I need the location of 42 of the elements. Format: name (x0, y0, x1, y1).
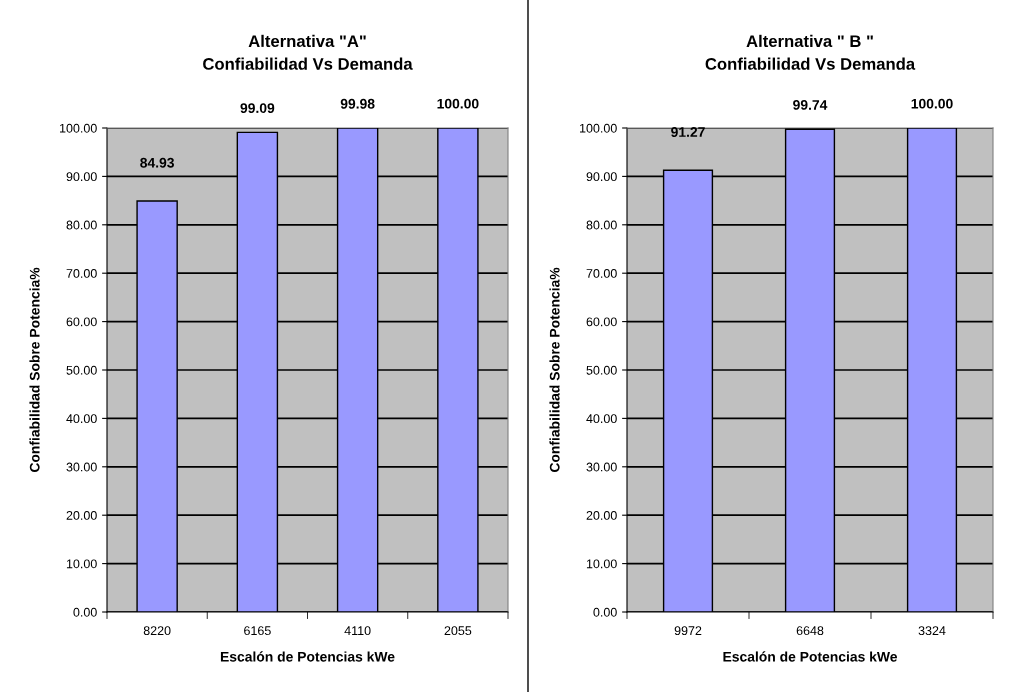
data-label: 84.93 (140, 157, 174, 168)
x-tick-label: 8220 (143, 626, 171, 636)
y-tick-label: 90.00 (66, 172, 97, 182)
y-tick-label: 60.00 (66, 317, 97, 327)
y-tick-label: 10.00 (586, 559, 617, 569)
y-tick-label: 80.00 (586, 220, 617, 230)
y-tick-label: 40.00 (66, 414, 97, 424)
x-tick-label: 3324 (918, 626, 946, 636)
y-tick-label: 0.00 (593, 607, 617, 617)
y-tick-label: 10.00 (66, 559, 97, 569)
y-tick-label: 20.00 (586, 511, 617, 520)
y-tick-label: 50.00 (586, 365, 617, 375)
y-tick-label: 90.00 (586, 172, 617, 182)
x-tick-label: 6165 (244, 626, 271, 636)
y-tick-label: 100.00 (580, 123, 617, 133)
data-label: 100.00 (911, 98, 953, 109)
chart-title: Alternativa " B " Confiabilidad Vs Demanda (705, 34, 916, 70)
y-tick-label: 80.00 (66, 220, 97, 230)
y-tick-label: 30.00 (66, 462, 97, 472)
y-tick-label: 100.00 (60, 123, 97, 133)
data-label: 100.00 (437, 98, 479, 109)
x-tick-label: 6648 (796, 626, 824, 636)
y-tick-label: 20.00 (66, 511, 97, 520)
y-tick-label: 40.00 (586, 414, 617, 424)
x-axis-title: Escalón de Potencias kWe (723, 651, 898, 662)
x-axis-title: Escalón de Potencias kWe (220, 651, 395, 662)
x-tick-label: 4110 (344, 626, 371, 636)
data-label: 91.27 (671, 127, 705, 137)
y-tick-label: 60.00 (586, 317, 617, 327)
y-axis-title: Confiabilidad Sobre Potencia% (549, 267, 560, 473)
data-label: 99.09 (240, 103, 275, 113)
y-tick-label: 50.00 (66, 365, 97, 375)
y-tick-label: 30.00 (586, 462, 617, 472)
chart-title: Alternativa "A" Confiabilidad Vs Demanda (203, 34, 413, 70)
x-tick-label: 2055 (444, 626, 472, 636)
data-label: 99.98 (340, 98, 375, 109)
data-label: 99.74 (793, 100, 828, 110)
y-tick-label: 70.00 (66, 269, 97, 278)
x-tick-label: 9972 (674, 626, 702, 636)
y-axis-title: Confiabilidad Sobre Potencia% (29, 267, 40, 473)
y-tick-label: 0.00 (73, 607, 97, 617)
y-tick-label: 70.00 (586, 269, 617, 278)
